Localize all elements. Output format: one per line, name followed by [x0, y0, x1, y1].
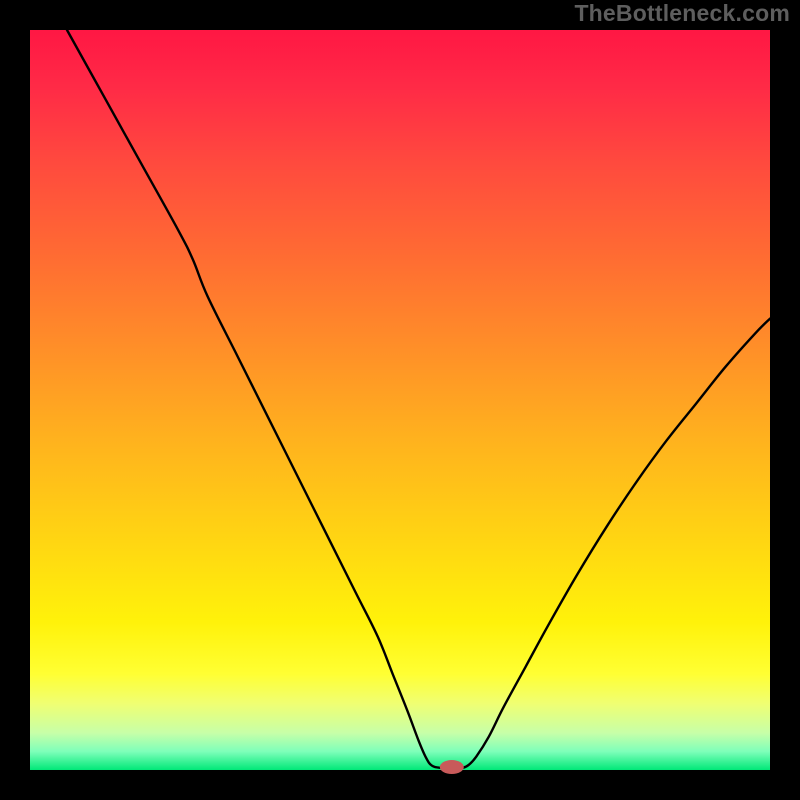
- chart-plot-area: [30, 30, 770, 770]
- chart-marker: [440, 760, 464, 774]
- bottleneck-curve-chart: [0, 0, 800, 800]
- watermark-text: TheBottleneck.com: [574, 0, 790, 27]
- chart-canvas: TheBottleneck.com: [0, 0, 800, 800]
